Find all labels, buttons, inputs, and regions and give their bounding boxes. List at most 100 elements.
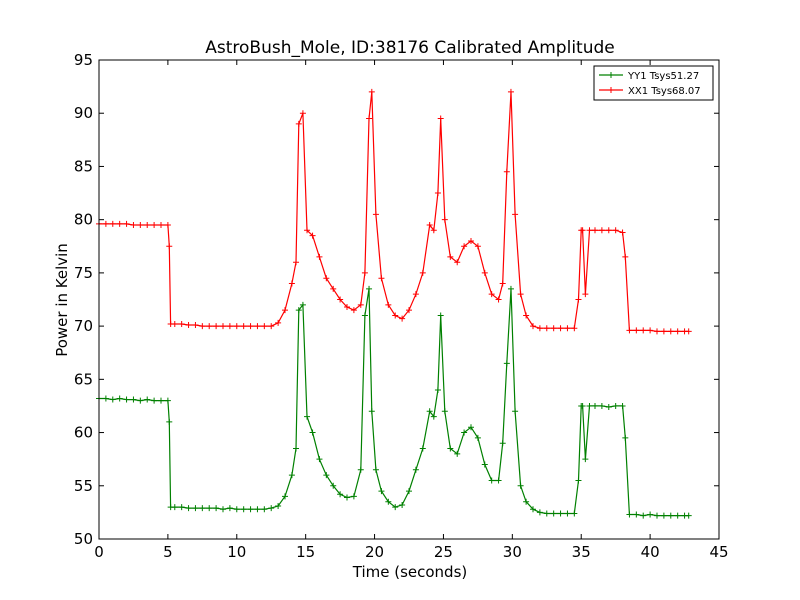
data-point bbox=[247, 506, 254, 513]
data-point bbox=[137, 221, 144, 228]
data-point bbox=[582, 291, 589, 298]
y-tick-label: 90 bbox=[74, 104, 93, 122]
data-point bbox=[481, 461, 488, 468]
data-point bbox=[503, 360, 510, 367]
data-point bbox=[619, 402, 626, 409]
data-point bbox=[667, 512, 674, 519]
data-point bbox=[275, 503, 282, 510]
x-tick-label: 15 bbox=[296, 543, 315, 561]
data-point bbox=[592, 227, 598, 234]
data-point bbox=[304, 413, 311, 420]
data-point bbox=[220, 323, 226, 330]
data-point bbox=[247, 323, 254, 330]
data-point bbox=[517, 482, 524, 489]
plot-frame bbox=[98, 59, 720, 540]
data-point bbox=[233, 506, 240, 513]
data-point bbox=[640, 327, 647, 334]
y-tick-label: 95 bbox=[74, 51, 93, 69]
y-tick-label: 65 bbox=[74, 370, 93, 388]
data-point bbox=[619, 229, 626, 236]
data-point bbox=[254, 506, 261, 513]
data-point bbox=[571, 510, 578, 517]
data-point bbox=[447, 253, 454, 260]
data-point bbox=[144, 396, 151, 403]
data-point bbox=[366, 285, 373, 292]
data-point bbox=[344, 303, 350, 310]
data-point bbox=[178, 504, 185, 511]
legend-label: YY1 Tsys51.27 bbox=[627, 71, 699, 82]
data-point bbox=[130, 221, 137, 228]
data-point bbox=[434, 386, 441, 393]
data-point bbox=[434, 190, 441, 197]
data-point bbox=[598, 402, 605, 409]
data-point bbox=[468, 424, 474, 431]
data-point bbox=[295, 120, 302, 127]
data-point bbox=[350, 493, 357, 500]
data-point bbox=[543, 325, 550, 332]
data-point bbox=[612, 402, 619, 409]
data-point bbox=[474, 434, 481, 441]
data-point bbox=[254, 323, 261, 330]
data-point bbox=[199, 505, 206, 512]
data-point bbox=[488, 291, 495, 298]
y-axis-label: Power in Kelvin bbox=[53, 243, 71, 357]
data-point bbox=[213, 323, 220, 330]
data-point bbox=[647, 327, 654, 334]
data-point bbox=[557, 510, 564, 517]
data-point bbox=[158, 221, 164, 228]
x-tick-label: 40 bbox=[641, 543, 660, 561]
data-point bbox=[192, 322, 199, 329]
data-point bbox=[261, 506, 268, 513]
data-point bbox=[137, 397, 144, 404]
data-point bbox=[575, 296, 582, 303]
data-point bbox=[598, 227, 605, 234]
x-axis: 0 5 10 15 20 25 30 35 40 45 bbox=[94, 60, 729, 561]
data-point bbox=[430, 413, 437, 420]
data-point bbox=[474, 243, 481, 250]
y-tick-label: 50 bbox=[74, 530, 93, 548]
data-point bbox=[361, 312, 368, 319]
data-point bbox=[392, 312, 399, 319]
data-point bbox=[171, 504, 178, 511]
legend-swatch-marker bbox=[608, 87, 614, 93]
data-point bbox=[240, 506, 247, 513]
data-point bbox=[185, 505, 192, 512]
data-point bbox=[323, 472, 330, 479]
data-point bbox=[517, 291, 524, 298]
data-point bbox=[323, 275, 330, 282]
data-point bbox=[361, 269, 368, 276]
data-point bbox=[102, 395, 109, 402]
data-point bbox=[437, 312, 444, 319]
y-tick-label: 60 bbox=[74, 424, 93, 442]
data-point bbox=[564, 325, 571, 332]
data-point bbox=[366, 115, 373, 122]
y-axis: 50 55 60 65 70 75 80 85 90 95 bbox=[74, 51, 719, 548]
data-point bbox=[123, 220, 130, 227]
data-point bbox=[316, 253, 323, 260]
data-point bbox=[102, 220, 109, 227]
data-point bbox=[550, 510, 557, 517]
data-point bbox=[226, 323, 233, 330]
data-point bbox=[660, 512, 667, 519]
data-point bbox=[674, 512, 681, 519]
data-point bbox=[543, 510, 550, 517]
data-point bbox=[461, 429, 468, 436]
data-point bbox=[454, 259, 461, 266]
data-point bbox=[357, 301, 364, 308]
data-point bbox=[130, 396, 137, 403]
data-point bbox=[412, 466, 419, 473]
data-point bbox=[288, 472, 295, 479]
data-point bbox=[419, 269, 426, 276]
data-point bbox=[330, 482, 337, 489]
data-point bbox=[612, 227, 619, 234]
data-point bbox=[507, 285, 514, 292]
data-point bbox=[579, 402, 586, 409]
data-point bbox=[337, 296, 344, 303]
data-point bbox=[654, 512, 660, 519]
data-point bbox=[309, 429, 316, 436]
data-point bbox=[512, 408, 519, 415]
data-point bbox=[633, 327, 640, 334]
chart-title: AstroBush_Mole, ID:38176 Calibrated Ampl… bbox=[205, 38, 614, 58]
data-point bbox=[166, 243, 173, 250]
data-point bbox=[158, 397, 164, 404]
